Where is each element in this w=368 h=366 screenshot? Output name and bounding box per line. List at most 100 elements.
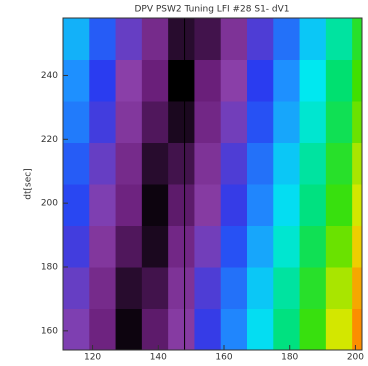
- x-tick-label: 140: [150, 353, 167, 363]
- heat-cell: [63, 308, 90, 350]
- heat-cell: [247, 59, 274, 102]
- heat-cell: [352, 184, 362, 226]
- plot-frame: [62, 17, 363, 351]
- heat-cell: [89, 101, 117, 143]
- heat-cell: [89, 225, 117, 268]
- heat-cell: [247, 142, 274, 185]
- heat-cell: [63, 267, 90, 309]
- heat-cell: [247, 184, 274, 226]
- heat-cell: [168, 18, 195, 60]
- heat-cell: [273, 18, 301, 60]
- heat-cell: [194, 308, 222, 350]
- heat-cell: [89, 142, 117, 185]
- heat-cell: [247, 267, 274, 309]
- heat-cell: [194, 59, 222, 102]
- heat-cell: [325, 225, 353, 268]
- heat-cell: [194, 142, 222, 185]
- heat-cell: [141, 225, 169, 268]
- heat-cell: [352, 308, 362, 350]
- heat-cell: [141, 59, 169, 102]
- heat-cell: [325, 308, 353, 350]
- heat-cell: [325, 184, 353, 226]
- heat-cell: [89, 184, 117, 226]
- heat-cell: [194, 18, 222, 60]
- heat-cell: [168, 59, 195, 102]
- heat-cell: [247, 225, 274, 268]
- heat-cell: [247, 308, 274, 350]
- heat-cell: [273, 59, 301, 102]
- heat-cell: [115, 101, 143, 143]
- heat-cell: [141, 267, 169, 309]
- heat-cell: [352, 225, 362, 268]
- heat-cell: [273, 184, 301, 226]
- heat-cell: [63, 225, 90, 268]
- chart-title: DPV PSW2 Tuning LFI #28 S1- dV1: [134, 5, 289, 15]
- heat-cell: [168, 184, 195, 226]
- y-tick-label: 180: [41, 263, 58, 273]
- heat-cell: [220, 267, 248, 309]
- heat-cell: [89, 308, 117, 350]
- heat-cell: [220, 308, 248, 350]
- heat-cell: [220, 18, 248, 60]
- heat-cell: [299, 267, 327, 309]
- heat-cell: [325, 267, 353, 309]
- heat-cell: [141, 184, 169, 226]
- heat-cell: [141, 101, 169, 143]
- heat-cell: [273, 308, 301, 350]
- heat-cell: [273, 101, 301, 143]
- x-tick-label: 120: [84, 353, 101, 363]
- heat-cell: [141, 142, 169, 185]
- heat-cell: [325, 18, 353, 60]
- x-tick-label: 160: [215, 353, 232, 363]
- heat-cell: [89, 18, 117, 60]
- heat-cell: [194, 101, 222, 143]
- heat-cell: [63, 142, 90, 185]
- heat-cell: [220, 184, 248, 226]
- heat-cell: [168, 101, 195, 143]
- y-tick-label: 220: [41, 135, 58, 145]
- x-tick-label: 200: [347, 353, 364, 363]
- heat-cell: [325, 101, 353, 143]
- heat-cell: [194, 267, 222, 309]
- heat-cell: [273, 142, 301, 185]
- heat-cell: [63, 59, 90, 102]
- heat-cell: [115, 184, 143, 226]
- heat-cell: [220, 225, 248, 268]
- heat-cell: [115, 59, 143, 102]
- heat-cell: [273, 225, 301, 268]
- heat-cell: [141, 308, 169, 350]
- y-tick-label: 160: [41, 326, 58, 336]
- heat-cell: [63, 101, 90, 143]
- heat-cell: [247, 18, 274, 60]
- heat-cell: [352, 267, 362, 309]
- heat-cell: [168, 225, 195, 268]
- heat-cell: [168, 267, 195, 309]
- y-tick-label: 240: [41, 71, 58, 81]
- heat-cell: [141, 18, 169, 60]
- heat-cell: [352, 101, 362, 143]
- heat-cell: [352, 18, 362, 60]
- heat-cell: [115, 142, 143, 185]
- heat-cell: [220, 142, 248, 185]
- heat-cell: [220, 101, 248, 143]
- heat-cell: [299, 142, 327, 185]
- x-tick-label: 180: [281, 353, 298, 363]
- heat-cell: [352, 59, 362, 102]
- heatmap: [63, 18, 362, 350]
- heat-cell: [115, 18, 143, 60]
- heat-cell: [89, 59, 117, 102]
- heat-cell: [89, 267, 117, 309]
- heat-cell: [273, 267, 301, 309]
- heat-cell: [220, 59, 248, 102]
- heat-cell: [63, 18, 90, 60]
- heat-cell: [325, 59, 353, 102]
- heat-cell: [247, 101, 274, 143]
- heat-cell: [115, 267, 143, 309]
- heat-cell: [299, 18, 327, 60]
- y-axis-label: dt[sec]: [24, 168, 34, 199]
- heat-cell: [299, 308, 327, 350]
- heat-cell: [352, 142, 362, 185]
- heat-cell: [299, 225, 327, 268]
- heat-cell: [194, 184, 222, 226]
- y-tick-label: 200: [41, 199, 58, 209]
